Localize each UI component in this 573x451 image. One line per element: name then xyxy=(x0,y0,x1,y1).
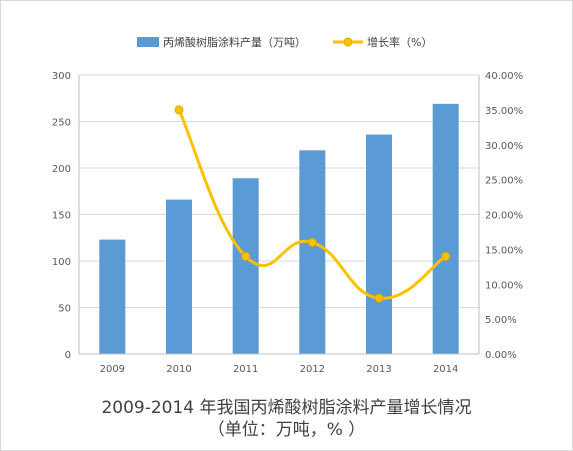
chart-title: 2009-2014 年我国丙烯酸树脂涂料产量增长情况 xyxy=(101,398,472,418)
line-path xyxy=(177,109,447,300)
legend-bar-swatch xyxy=(137,37,159,47)
x-tick-label: 2010 xyxy=(166,364,191,375)
bar-series xyxy=(99,103,459,354)
y-right-tick-label: 0.00% xyxy=(485,350,517,361)
y-right-tick-label: 30.00% xyxy=(485,141,523,152)
y-right-tick-label: 5.00% xyxy=(485,315,517,326)
y-right-tick-label: 40.00% xyxy=(485,71,523,82)
y-right-tick-label: 20.00% xyxy=(485,211,523,222)
chart-caption: 2009-2014 年我国丙烯酸树脂涂料产量增长情况 （单位：万吨，% ） xyxy=(0,397,573,441)
y-left-tick-label: 200 xyxy=(52,164,71,175)
y-left-tick-label: 50 xyxy=(58,304,71,315)
legend: 丙烯酸树脂涂料产量（万吨） 增长率（%） xyxy=(137,35,432,49)
line-point xyxy=(307,237,317,247)
bar xyxy=(232,178,259,354)
line-point xyxy=(441,251,451,261)
legend-line-marker xyxy=(343,37,353,47)
x-tick-label: 2013 xyxy=(366,364,391,375)
line-series xyxy=(174,105,451,303)
y-left-tick-label: 150 xyxy=(52,211,71,222)
axes: 0 50 100 150 200 250 300 0.00% 5.00% 10.00% 15.00%… xyxy=(52,71,523,375)
y-left-tick-label: 0 xyxy=(65,350,71,361)
y-right-tick-label: 25.00% xyxy=(485,176,523,187)
bar xyxy=(366,134,392,354)
chart: 0 50 100 150 200 250 300 0.00% 5.00% 10.00% 15.00%… xyxy=(52,35,523,375)
grid-lines xyxy=(79,74,479,308)
bar xyxy=(166,199,192,354)
y-right-tick-label: 15.00% xyxy=(485,245,523,256)
line-point xyxy=(174,105,184,115)
x-tick-label: 2011 xyxy=(233,364,258,375)
bar xyxy=(299,150,326,354)
y-left-tick-label: 100 xyxy=(52,257,71,268)
x-tick-label: 2012 xyxy=(300,364,325,375)
legend-bar-label: 丙烯酸树脂涂料产量（万吨） xyxy=(163,35,306,49)
y-right-tick-label: 10.00% xyxy=(485,280,523,291)
y-right-tick-label: 35.00% xyxy=(485,106,523,117)
bar xyxy=(99,239,126,354)
y-left-tick-label: 300 xyxy=(52,71,71,82)
legend-line-label: 增长率（%） xyxy=(367,35,432,49)
bar xyxy=(432,103,459,354)
x-tick-label: 2009 xyxy=(100,364,125,375)
line-point xyxy=(374,293,384,303)
line-point xyxy=(241,251,251,261)
y-left-tick-label: 250 xyxy=(52,118,71,129)
chart-subtitle: （单位：万吨，% ） xyxy=(207,420,366,440)
x-tick-label: 2014 xyxy=(433,364,458,375)
